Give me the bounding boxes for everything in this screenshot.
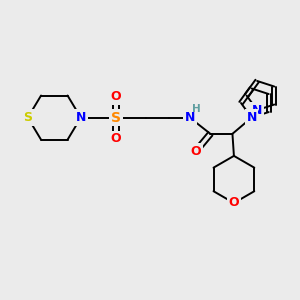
Text: O: O	[111, 90, 122, 103]
Text: S: S	[23, 111, 32, 124]
Text: N: N	[246, 111, 257, 124]
Text: N: N	[76, 111, 86, 124]
Text: N: N	[252, 103, 262, 117]
Text: N: N	[184, 111, 195, 124]
Text: O: O	[229, 196, 239, 209]
Text: O: O	[111, 132, 122, 145]
Text: N: N	[246, 111, 257, 124]
Text: O: O	[190, 145, 201, 158]
Text: S: S	[111, 111, 121, 124]
Text: H: H	[192, 104, 201, 114]
